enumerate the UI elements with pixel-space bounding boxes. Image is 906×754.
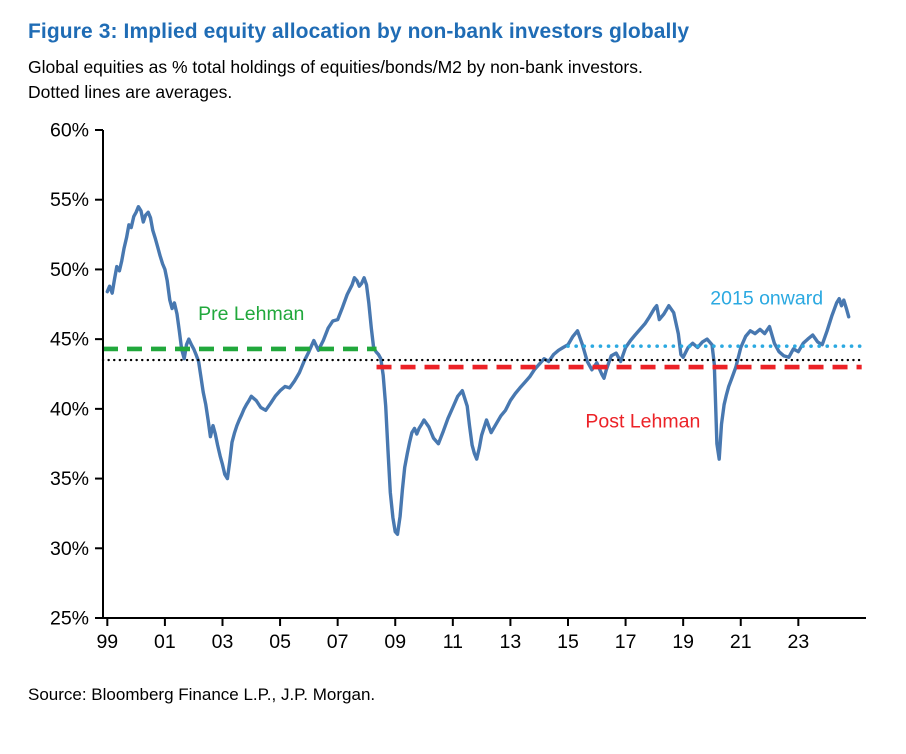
x-axis-tick-label: 99: [96, 631, 118, 653]
annotation-2015-onward: 2015 onward: [710, 288, 823, 310]
x-axis-tick-label: 07: [327, 631, 349, 653]
subtitle-line-1: Global equities as % total holdings of e…: [28, 57, 643, 77]
x-axis-tick-label: 17: [615, 631, 637, 653]
x-axis-tick-label: 03: [212, 631, 234, 653]
annotation-post-lehman: Post Lehman: [585, 410, 700, 432]
subtitle-line-2: Dotted lines are averages.: [28, 81, 233, 102]
y-axis-tick-label: 25%: [50, 608, 89, 630]
x-axis-tick-label: 11: [443, 631, 463, 653]
figure-container: Figure 3: Implied equity allocation by n…: [28, 20, 882, 704]
figure-title: Figure 3: Implied equity allocation by n…: [28, 20, 690, 43]
series-line-implied-equity-allocation: [105, 205, 851, 536]
y-axis-tick-label: 40%: [50, 398, 89, 420]
y-axis-tick-label: 30%: [50, 538, 89, 560]
x-axis-tick-label: 15: [557, 631, 579, 653]
source-note: Source: Bloomberg Finance L.P., J.P. Mor…: [28, 685, 376, 704]
x-axis-tick-label: 09: [384, 631, 406, 653]
y-axis-tick-label: 55%: [50, 189, 89, 211]
line-chart: 25% 30% 35% 40% 45% 50% 55% 60% 99 01 03 05 07 09 11 13…: [50, 120, 866, 653]
x-axis-tick-label: 05: [269, 631, 291, 653]
annotation-pre-lehman: Pre Lehman: [198, 303, 304, 325]
x-axis-tick-label: 19: [672, 631, 694, 653]
x-axis-tick-label: 21: [730, 631, 752, 653]
y-axis-tick-label: 35%: [50, 468, 89, 490]
x-axis-tick-label: 01: [154, 631, 176, 653]
x-axis-tick-label: 13: [500, 631, 522, 653]
x-axis-tick-label: 23: [787, 631, 809, 653]
figure-subtitle: Global equities as % total holdings of e…: [28, 55, 882, 104]
chart-area: 25% 30% 35% 40% 45% 50% 55% 60% 99 01 03 05 07 09 11 13…: [28, 118, 882, 663]
y-axis-tick-label: 45%: [50, 329, 89, 351]
y-axis-tick-label: 60%: [50, 120, 89, 142]
y-axis-tick-label: 50%: [50, 259, 89, 281]
